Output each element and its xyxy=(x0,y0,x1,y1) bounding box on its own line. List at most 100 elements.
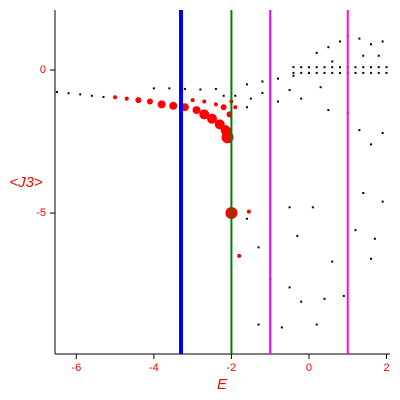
point xyxy=(307,71,310,74)
point xyxy=(381,200,384,203)
point xyxy=(199,88,202,91)
point xyxy=(315,66,318,69)
point xyxy=(199,109,210,120)
point xyxy=(377,71,380,74)
point xyxy=(373,237,376,240)
point xyxy=(358,129,361,132)
point xyxy=(233,105,238,110)
point xyxy=(55,91,58,94)
point xyxy=(327,46,330,49)
point xyxy=(338,40,341,43)
point xyxy=(207,113,218,124)
point xyxy=(257,246,260,249)
x-tick-label: 0 xyxy=(306,362,312,374)
point xyxy=(370,71,373,74)
point xyxy=(113,95,118,100)
point xyxy=(245,217,248,220)
point xyxy=(311,206,314,209)
point xyxy=(234,94,237,97)
point xyxy=(370,143,373,146)
x-tick-label: -4 xyxy=(149,362,159,374)
point xyxy=(354,66,357,69)
point xyxy=(135,97,142,104)
point xyxy=(288,286,291,289)
point xyxy=(288,89,291,92)
point xyxy=(354,229,357,232)
point xyxy=(342,294,345,297)
point xyxy=(331,71,334,74)
point xyxy=(292,66,295,69)
point xyxy=(245,106,248,109)
point xyxy=(202,99,207,104)
point xyxy=(288,206,291,209)
point xyxy=(300,97,303,100)
point xyxy=(338,71,341,74)
point xyxy=(276,77,279,80)
point xyxy=(222,94,225,97)
point xyxy=(370,66,373,69)
point xyxy=(280,326,283,329)
point xyxy=(323,71,326,74)
x-tick-label: 2 xyxy=(383,362,389,374)
point xyxy=(315,71,318,74)
point xyxy=(377,66,380,69)
point xyxy=(90,94,93,97)
point xyxy=(257,323,260,326)
x-tick-label: -6 xyxy=(71,362,81,374)
y-tick-label: 0 xyxy=(40,64,46,76)
point xyxy=(370,43,373,46)
x-tick-label: -2 xyxy=(227,362,237,374)
x-axis-label: E xyxy=(217,376,228,393)
point xyxy=(169,101,178,110)
point xyxy=(377,54,380,57)
point xyxy=(146,98,153,105)
point xyxy=(300,66,303,69)
point xyxy=(331,66,334,69)
point xyxy=(192,106,201,115)
point xyxy=(213,102,218,107)
point xyxy=(124,96,129,101)
point xyxy=(168,87,171,90)
point xyxy=(214,87,217,90)
point xyxy=(307,66,310,69)
point xyxy=(354,71,357,74)
point xyxy=(362,192,365,195)
point xyxy=(237,253,242,258)
point xyxy=(157,100,166,109)
y-axis-label: <J3> xyxy=(9,174,43,191)
point xyxy=(300,71,303,74)
point xyxy=(261,91,264,94)
point xyxy=(220,104,227,111)
point xyxy=(323,297,326,300)
point xyxy=(385,71,388,74)
point xyxy=(358,37,361,40)
point xyxy=(261,80,264,83)
y-tick-label: -5 xyxy=(36,207,46,219)
point xyxy=(362,66,365,69)
point xyxy=(79,93,82,96)
point xyxy=(315,51,318,54)
point xyxy=(183,87,186,90)
point xyxy=(292,71,295,74)
point xyxy=(292,74,295,77)
point xyxy=(102,95,105,98)
point xyxy=(246,209,251,214)
point xyxy=(190,98,195,103)
point xyxy=(323,66,326,69)
point xyxy=(362,71,365,74)
point xyxy=(385,66,388,69)
point xyxy=(152,87,155,90)
point xyxy=(300,300,303,303)
point xyxy=(319,86,322,89)
point xyxy=(245,83,248,86)
point xyxy=(249,97,252,100)
point xyxy=(381,40,384,43)
point xyxy=(370,257,373,260)
point xyxy=(315,323,318,326)
point xyxy=(381,131,384,134)
point xyxy=(327,109,330,112)
point xyxy=(331,260,334,263)
point xyxy=(67,92,70,95)
point xyxy=(276,100,279,103)
